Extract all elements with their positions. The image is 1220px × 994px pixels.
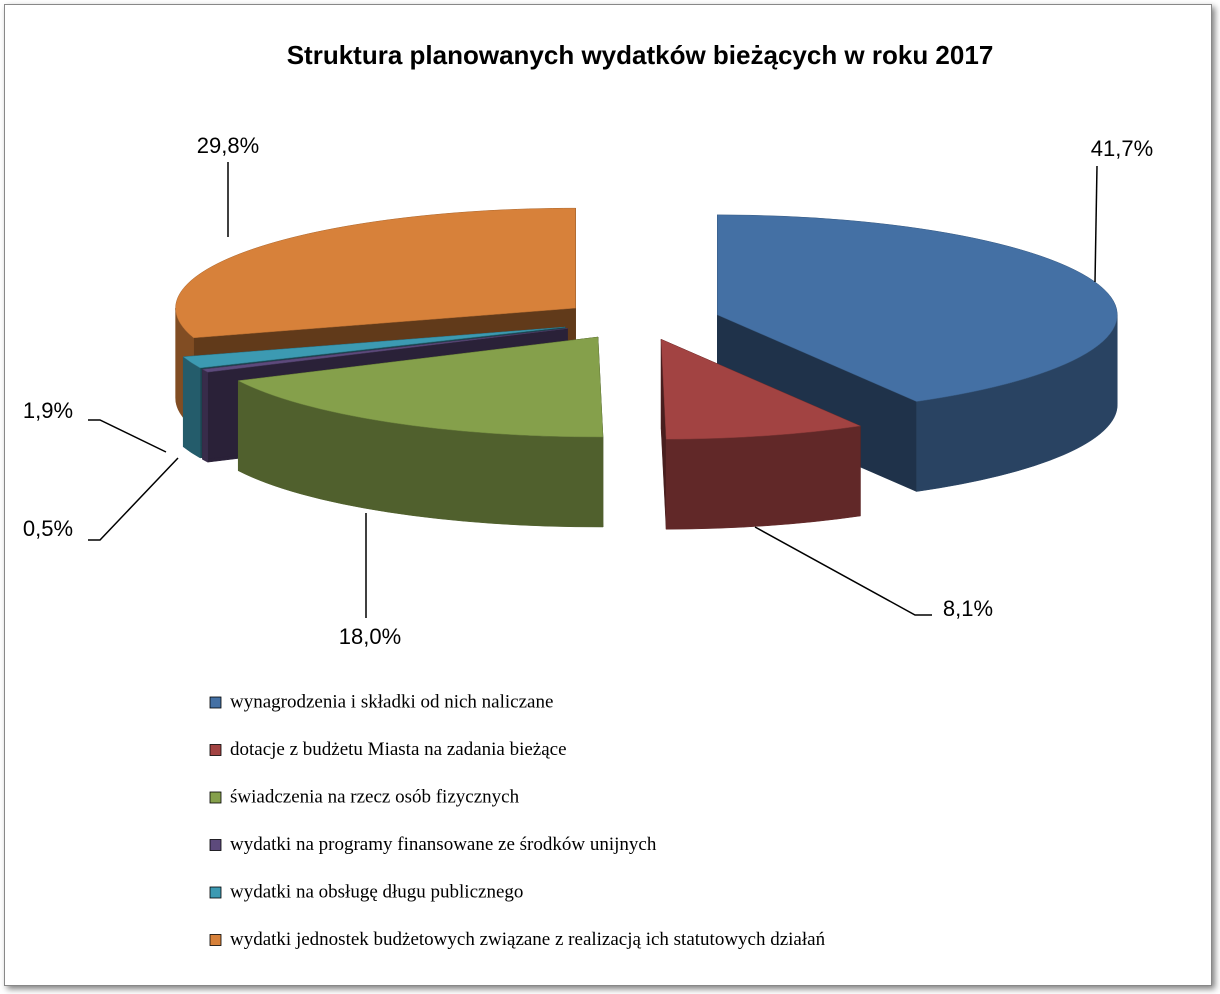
data-label: 8,1%	[943, 596, 993, 621]
leader-line	[88, 419, 167, 453]
legend-swatch	[209, 934, 222, 946]
legend-swatch	[209, 744, 222, 756]
leader-line	[1094, 165, 1098, 283]
legend-swatch	[209, 886, 222, 899]
slice-wall	[202, 368, 208, 463]
legend-swatch	[209, 696, 222, 709]
data-label: 18,0%	[339, 624, 401, 649]
slice	[182, 326, 566, 369]
leader-line	[754, 526, 932, 616]
slice	[237, 336, 604, 438]
data-label: 0,5%	[23, 516, 73, 541]
chart-title: Struktura planowanych wydatków bieżących…	[287, 40, 994, 70]
slice	[717, 214, 1118, 402]
leader-line	[88, 457, 179, 541]
data-label: 29,8%	[197, 133, 259, 158]
legend-label: dotacje z budżetu Miasta na zadania bież…	[230, 739, 567, 760]
legend-label: świadczenia na rzecz osób fizycznych	[230, 786, 520, 807]
slice-wall	[665, 425, 861, 530]
slice	[201, 328, 568, 373]
data-label: 1,9%	[23, 398, 73, 423]
legend-label: wynagrodzenia i składki od nich naliczan…	[230, 691, 553, 712]
legend-swatch	[209, 839, 222, 851]
slice	[175, 207, 576, 339]
slice-wall	[182, 356, 201, 459]
legend-label: wydatki jednostek budżetowych związane z…	[230, 929, 826, 950]
chart-frame	[4, 4, 1212, 986]
legend-label: wydatki na programy finansowane ze środk…	[230, 834, 657, 855]
legend-label: wydatki na obsługę długu publicznego	[230, 881, 523, 902]
data-label: 41,7%	[1091, 136, 1153, 161]
legend-swatch	[209, 791, 222, 804]
slice	[660, 338, 862, 440]
